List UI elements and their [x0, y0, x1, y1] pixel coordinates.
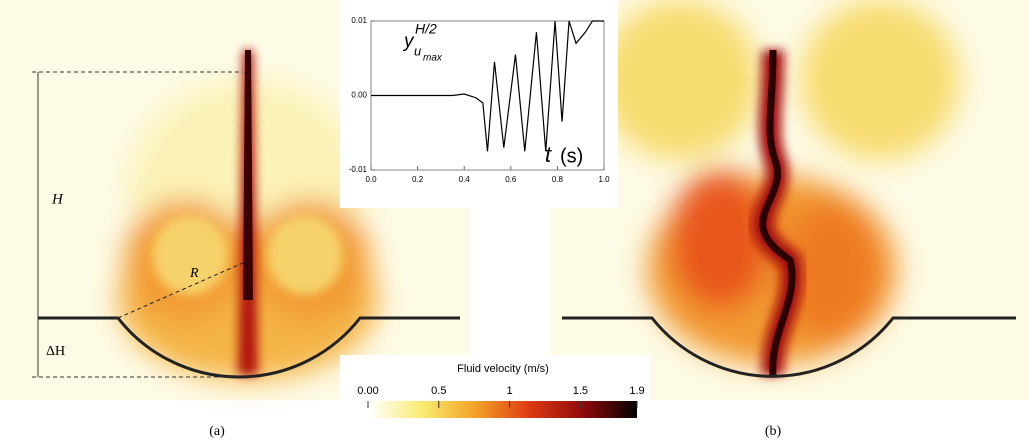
- x-tick-label: 0.2: [412, 175, 424, 184]
- colorbar-tick-label: 0.00: [357, 385, 378, 397]
- colorbar-title: Fluid velocity (m/s): [457, 363, 549, 375]
- colorbar: [368, 401, 637, 418]
- flow-field: [600, 0, 960, 365]
- colorbar-ticks: 0.00 0.5 1 1.5 1.9: [357, 385, 645, 408]
- vessel-wall: [562, 316, 1016, 378]
- vortex: [152, 215, 343, 295]
- x-axis-label: t: [545, 142, 552, 167]
- height-label: H: [51, 191, 64, 207]
- panel-label: (a): [209, 424, 225, 439]
- inset-chart: y H/2 u max t (s) 0.0 0.2 0.4 0.6 0.8 1.0 -0.0…: [349, 16, 610, 184]
- colorbar-tick-label: 1.5: [573, 385, 588, 397]
- y-axis-label-sub: u: [414, 43, 421, 58]
- y-tick-label: 0.00: [351, 91, 367, 100]
- y-axis-label: y: [402, 31, 415, 52]
- inset-background: [340, 0, 618, 208]
- x-tick-label: 0.0: [365, 175, 377, 184]
- line: [371, 20, 604, 152]
- x-tick-label: 0.4: [459, 175, 471, 184]
- x-axis-label-unit: (s): [560, 145, 583, 167]
- jet-core: [759, 49, 796, 376]
- depth-label: ΔH: [46, 344, 65, 359]
- colorbar-tick-label: 1.9: [629, 385, 644, 397]
- x-tick-label: 0.8: [552, 175, 564, 184]
- panel-b: [550, 0, 1029, 400]
- jet-core: [243, 50, 253, 300]
- y-axis-label-subsub: max: [423, 53, 443, 64]
- radius-line: [117, 261, 246, 319]
- y-tick-label: -0.01: [349, 165, 368, 174]
- y-tick-label: 0.01: [351, 16, 367, 25]
- x-tick-label: 1.0: [598, 175, 610, 184]
- radius-label: R: [189, 266, 199, 281]
- colorbar-tick-label: 1: [507, 385, 513, 397]
- x-tick-label: 0.6: [505, 175, 517, 184]
- panel-label: (b): [765, 424, 782, 439]
- y-axis-label-sup: H/2: [415, 21, 437, 37]
- colorbar-tick-label: 0.5: [431, 385, 446, 397]
